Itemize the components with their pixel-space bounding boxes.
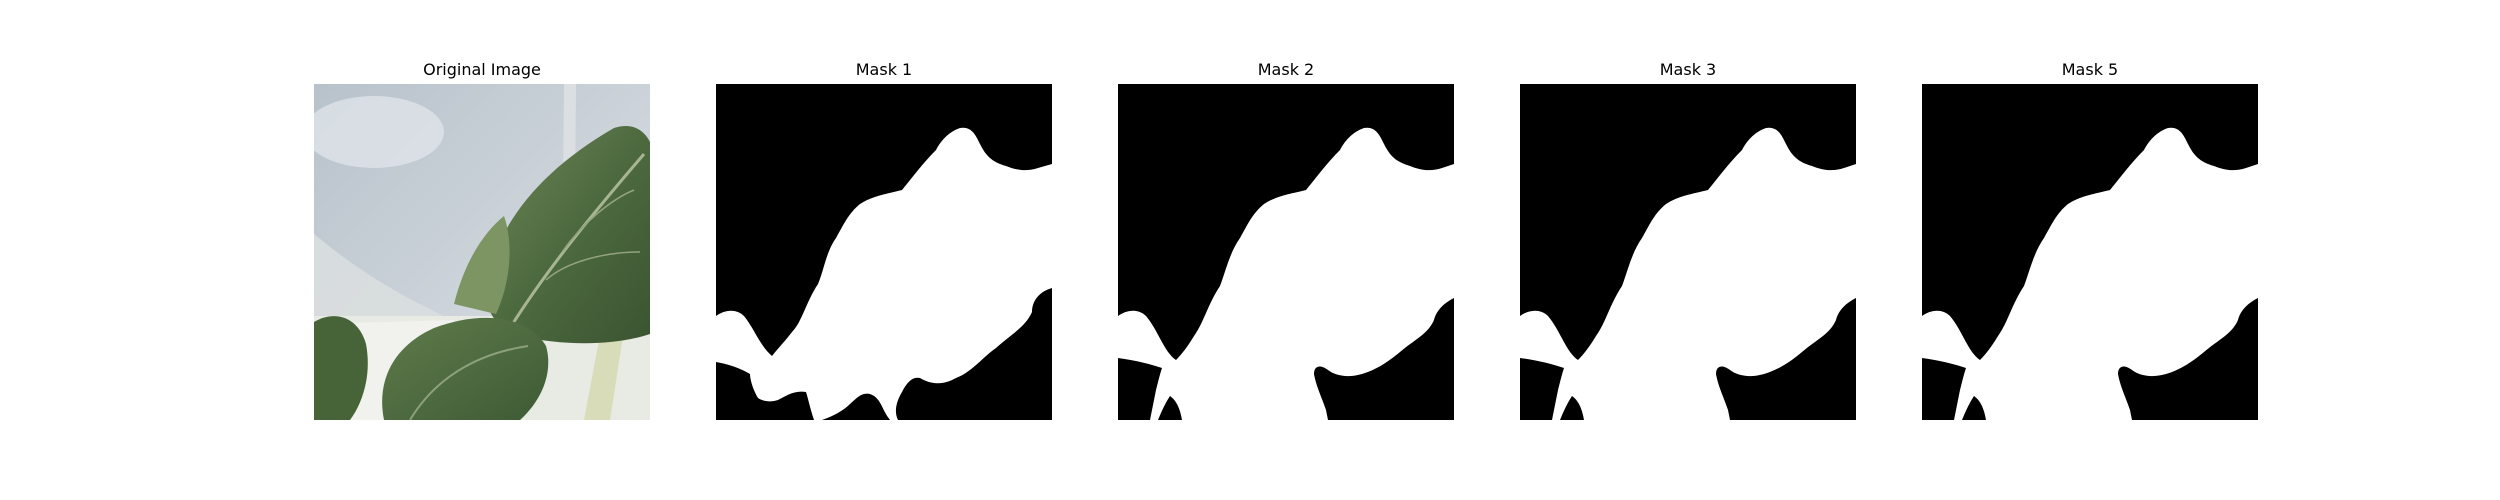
background-shadow bbox=[314, 234, 444, 316]
original-image-title: Original Image bbox=[423, 60, 541, 79]
mask-5-image bbox=[1922, 84, 2258, 420]
mask-foreground bbox=[1922, 127, 2258, 420]
mask-2-title: Mask 2 bbox=[1257, 60, 1315, 79]
big-leaf-side-vein bbox=[561, 189, 635, 253]
mask-1-title: Mask 1 bbox=[855, 60, 913, 79]
mask-1-panel: Mask 1 bbox=[716, 58, 1052, 424]
mask-foreground bbox=[1118, 127, 1454, 420]
mask-hole bbox=[848, 393, 890, 420]
mask-2-image bbox=[1118, 84, 1454, 420]
mask-3-image bbox=[1520, 84, 1856, 420]
original-image-panel: Original Image bbox=[314, 58, 650, 424]
mask-3-title: Mask 3 bbox=[1659, 60, 1717, 79]
background-light-blob bbox=[314, 96, 444, 168]
left-leaf bbox=[314, 316, 368, 420]
mask-1-image bbox=[716, 84, 1052, 420]
lower-leaf bbox=[382, 317, 549, 420]
mask-5-panel: Mask 5 bbox=[1922, 58, 2258, 424]
mask-2-panel: Mask 2 bbox=[1118, 58, 1454, 424]
mask-3-panel: Mask 3 bbox=[1520, 58, 1856, 424]
big-leaf-side-vein bbox=[545, 251, 641, 281]
lower-leaf-vein bbox=[409, 345, 529, 420]
mask-foreground bbox=[1520, 127, 1856, 420]
big-leaf-vein bbox=[508, 153, 646, 329]
original-image bbox=[314, 84, 650, 420]
back-leaf bbox=[454, 216, 510, 314]
mask-foreground bbox=[716, 127, 1052, 420]
mask-5-title: Mask 5 bbox=[2061, 60, 2119, 79]
big-leaf bbox=[486, 125, 650, 344]
